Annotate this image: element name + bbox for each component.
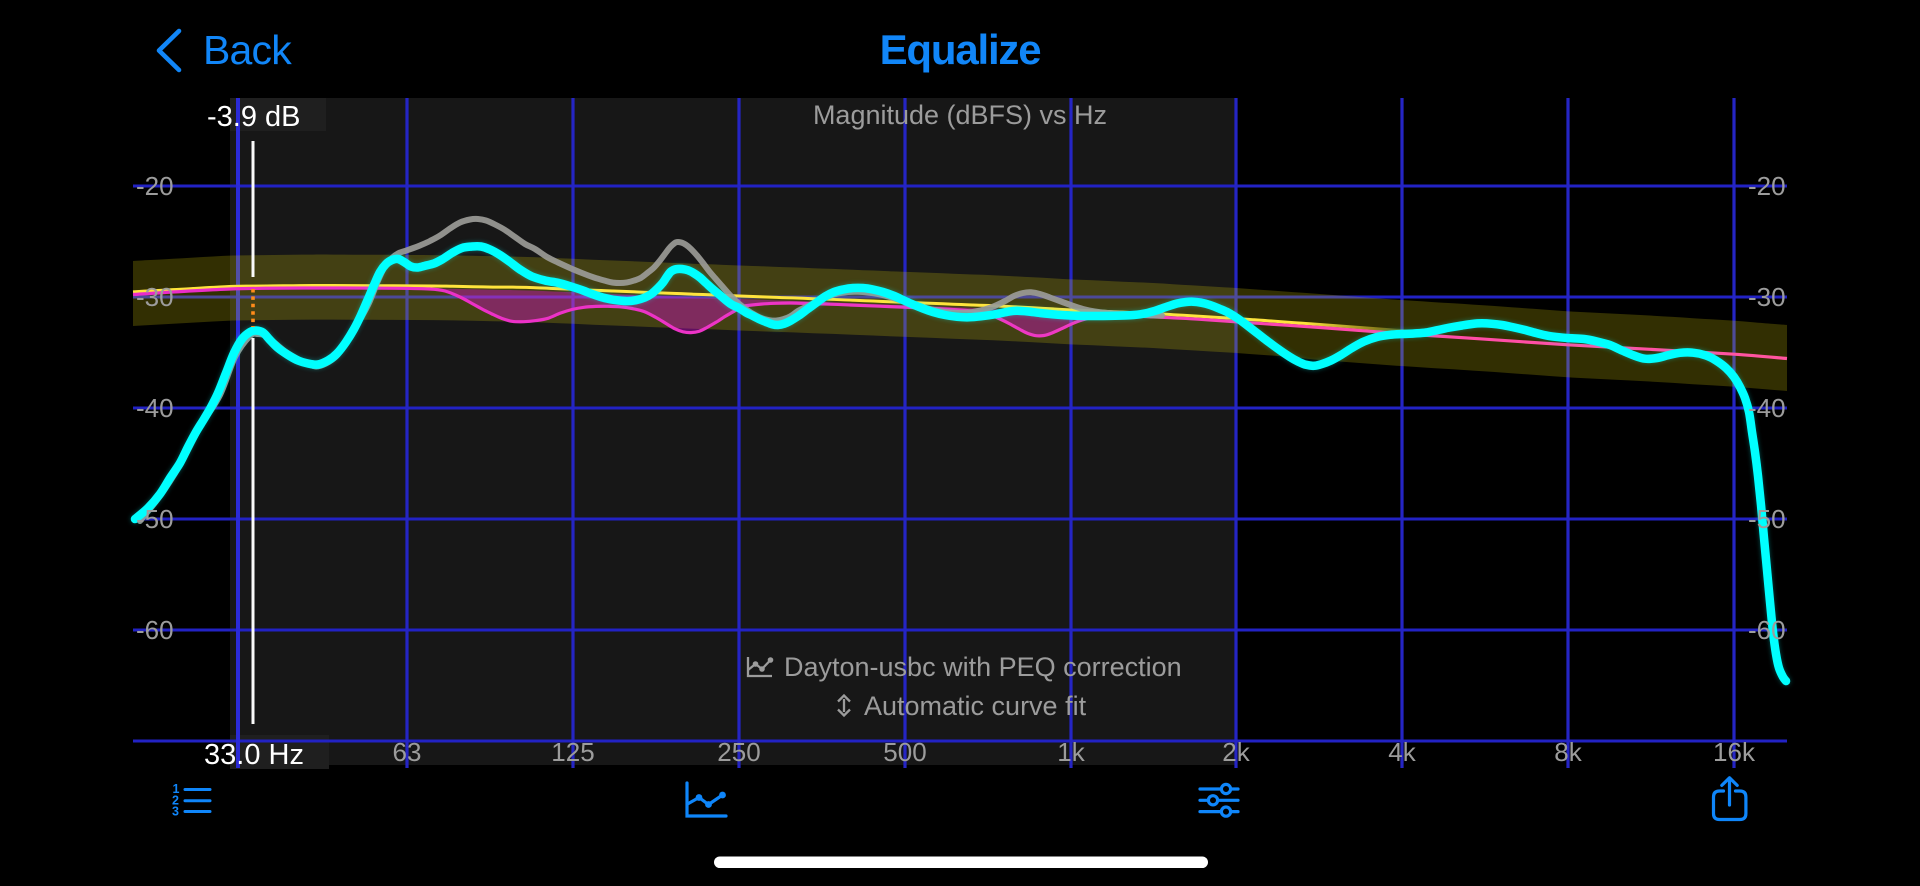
svg-text:-60: -60 <box>1748 615 1786 645</box>
svg-text:2: 2 <box>172 794 179 808</box>
svg-text:-40: -40 <box>136 393 174 423</box>
svg-text:2k: 2k <box>1222 737 1250 767</box>
svg-text:Automatic curve fit: Automatic curve fit <box>864 691 1087 721</box>
svg-text:500: 500 <box>883 737 926 767</box>
svg-text:16k: 16k <box>1713 737 1756 767</box>
svg-text:4k: 4k <box>1388 737 1416 767</box>
svg-text:63: 63 <box>393 737 422 767</box>
svg-text:-20: -20 <box>1748 171 1786 201</box>
svg-text:33.0 Hz: 33.0 Hz <box>204 739 304 771</box>
svg-text:1: 1 <box>173 782 180 796</box>
svg-text:-3.9 dB: -3.9 dB <box>207 101 301 133</box>
svg-text:125: 125 <box>551 737 594 767</box>
svg-text:-30: -30 <box>136 282 174 312</box>
svg-text:Dayton-usbc with PEQ correctio: Dayton-usbc with PEQ correction <box>784 652 1182 682</box>
svg-text:-50: -50 <box>136 504 174 534</box>
svg-text:-30: -30 <box>1748 282 1786 312</box>
svg-text:250: 250 <box>717 737 760 767</box>
svg-text:3: 3 <box>172 805 179 819</box>
svg-text:8k: 8k <box>1554 737 1582 767</box>
svg-text:1k: 1k <box>1057 737 1085 767</box>
svg-text:Back: Back <box>203 27 292 73</box>
svg-text:Magnitude (dBFS) vs Hz: Magnitude (dBFS) vs Hz <box>813 100 1107 130</box>
svg-text:-50: -50 <box>1748 504 1786 534</box>
svg-text:-40: -40 <box>1748 393 1786 423</box>
svg-text:-60: -60 <box>136 615 174 645</box>
svg-text:Equalize: Equalize <box>880 26 1041 73</box>
svg-text:-20: -20 <box>136 171 174 201</box>
